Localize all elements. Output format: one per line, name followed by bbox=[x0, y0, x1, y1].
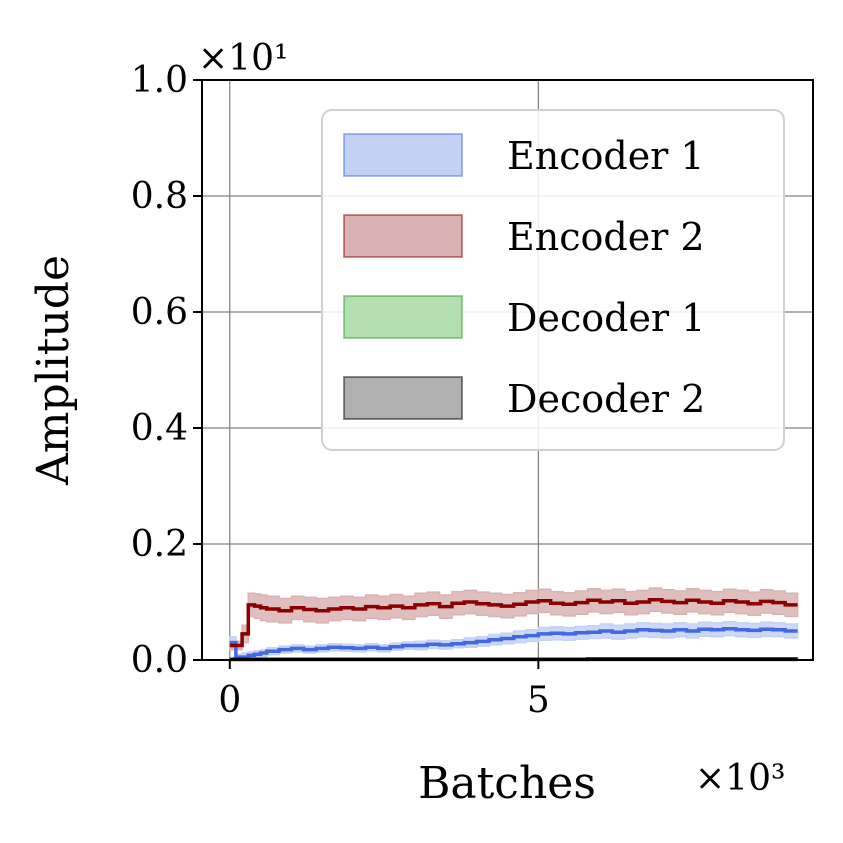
y-tick-label: 0.6 bbox=[131, 292, 188, 333]
legend-label-encoder-1: Encoder 1 bbox=[507, 134, 705, 178]
x-scale-label: ×10³ bbox=[695, 758, 785, 799]
encoder-2-band bbox=[229, 587, 799, 651]
legend-label-decoder-1: Decoder 1 bbox=[507, 296, 705, 340]
encoder-1-line bbox=[229, 626, 798, 659]
legend: Encoder 1 Encoder 2 Decoder 1 Decoder 2 bbox=[321, 109, 785, 451]
y-tick-label: 0.8 bbox=[131, 176, 188, 217]
y-tick-label: 0.2 bbox=[131, 524, 188, 565]
encoder-1-band bbox=[229, 620, 799, 661]
legend-swatch-encoder-1 bbox=[343, 133, 463, 177]
legend-label-encoder-2: Encoder 2 bbox=[507, 215, 705, 259]
legend-swatch-encoder-2 bbox=[343, 214, 463, 258]
encoder-2-line bbox=[229, 597, 798, 648]
plot-frame bbox=[201, 79, 814, 661]
legend-swatch-decoder-2 bbox=[343, 376, 463, 420]
y-tick-label: 0.4 bbox=[131, 408, 188, 449]
y-scale-label: ×10¹ bbox=[198, 38, 288, 79]
x-axis-label: Batches bbox=[418, 758, 596, 809]
legend-swatch-decoder-1 bbox=[343, 295, 463, 339]
axis-ticks: 0.0 0.2 0.4 0.6 0.8 1.0 0 5 bbox=[131, 60, 550, 721]
legend-box bbox=[321, 109, 785, 451]
y-tick-label: 1.0 bbox=[131, 60, 188, 101]
y-axis-label: Amplitude bbox=[28, 255, 79, 486]
x-tick-label: 5 bbox=[527, 680, 550, 721]
x-tick-label: 0 bbox=[218, 680, 241, 721]
legend-label-decoder-2: Decoder 2 bbox=[507, 377, 705, 421]
y-tick-label: 0.0 bbox=[131, 640, 188, 681]
